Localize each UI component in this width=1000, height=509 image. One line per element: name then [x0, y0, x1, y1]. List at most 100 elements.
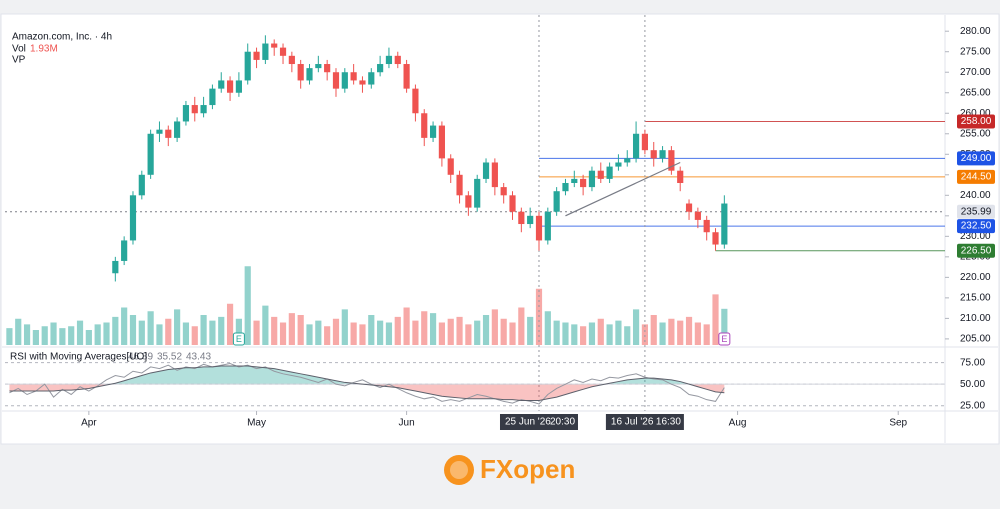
volume-bar [438, 322, 445, 345]
volume-bar [23, 324, 31, 345]
candle-body [694, 211, 701, 220]
chart-panel [0, 13, 1000, 445]
candle-body [500, 187, 507, 196]
volume-bar [421, 311, 428, 345]
rsi-legend-value: 46.39 [128, 352, 153, 363]
volume-bar [244, 266, 251, 345]
candle-body [235, 80, 242, 93]
volume-bar [350, 322, 357, 345]
volume-bar [394, 316, 401, 345]
price-tag [957, 204, 995, 219]
volume-bar [456, 316, 463, 345]
volume-bar [615, 320, 622, 345]
vp-label: VP [12, 55, 26, 66]
candle-body [474, 178, 481, 208]
y-tick-label: 210.00 [960, 313, 991, 324]
trendline [565, 161, 681, 217]
candle-body [174, 121, 181, 138]
candle-body [200, 105, 207, 114]
candle-body [447, 158, 454, 175]
price-tag-label: 258.00 [961, 116, 992, 127]
candle-body [685, 203, 693, 212]
candle-body [721, 203, 728, 245]
x-tick-label: Aug [729, 418, 747, 429]
candle-body [641, 133, 648, 151]
candle-body [615, 162, 622, 167]
candle-body [306, 68, 313, 81]
candle-body [456, 174, 463, 196]
crosshair-tag [499, 414, 578, 430]
candle-body [624, 158, 631, 163]
rsi-legend-value: 35.52 [157, 352, 182, 363]
price-tag [957, 219, 995, 234]
volume-bar [332, 318, 340, 345]
candle-body [482, 162, 490, 179]
rsi-layer [5, 362, 945, 407]
candle-body [385, 55, 393, 65]
crosshair-tag [605, 414, 684, 430]
candle-body [650, 150, 657, 159]
candle-body [421, 113, 428, 138]
volume-bar [509, 322, 516, 345]
volume-bar [324, 326, 331, 345]
volume-bar [200, 315, 207, 345]
volume-bar [482, 315, 490, 345]
candle-body [315, 64, 322, 69]
rsi-legend-value: 43.43 [186, 352, 211, 363]
volume-bar [712, 294, 719, 345]
vol-value: 1.93M [30, 44, 58, 55]
candle-body [518, 211, 525, 225]
brand: FXopen [480, 454, 575, 484]
volume-bar [50, 322, 57, 345]
volume-bar [597, 318, 604, 345]
candle-body [332, 72, 340, 89]
volume-bar [279, 322, 287, 345]
x-tick-label: Sep [889, 418, 907, 429]
candle-body [606, 166, 613, 179]
volume-bar [606, 324, 613, 345]
candle-body [668, 150, 675, 171]
candle-body [438, 125, 445, 159]
volume-bar [341, 309, 348, 345]
volume-bar [465, 324, 472, 345]
candle-body [562, 183, 569, 192]
price-tag-label: 244.50 [961, 171, 992, 182]
volume-bar [59, 328, 66, 345]
volume-bar [429, 313, 437, 345]
candle-body [465, 195, 472, 208]
price-tag-label: 232.50 [961, 221, 992, 232]
volume-bar [641, 324, 648, 345]
rsi-tick-label: 75.00 [960, 357, 985, 368]
price-tag [957, 169, 995, 184]
volume-bar [6, 328, 13, 345]
y-tick-label: 230.00 [960, 231, 991, 242]
candle-body [703, 219, 710, 233]
volume-bar [518, 307, 525, 345]
candle-body [262, 43, 269, 60]
candle-body [129, 195, 137, 241]
volume-bar [315, 320, 322, 345]
rsi-tick-label: 25.00 [960, 400, 985, 411]
candle-body [297, 64, 304, 81]
volume-bar [288, 313, 295, 345]
price-tag-label: 249.00 [961, 153, 992, 164]
candle-body [288, 55, 295, 65]
rsi-line [9, 362, 725, 405]
volume-bar [650, 315, 657, 345]
x-tick-label: May [247, 418, 266, 429]
candle-body [377, 64, 384, 73]
volume-bar [129, 315, 137, 345]
rsi-tick-label: 50.00 [960, 379, 985, 390]
logo-icon [444, 455, 474, 485]
event-marker [232, 332, 245, 346]
candle-body [368, 72, 375, 85]
volume-bar [571, 324, 578, 345]
rsi-ma-fill-up [110, 366, 690, 385]
volume-bar [562, 322, 569, 345]
volume-bar [182, 322, 190, 345]
volume-bar [94, 324, 101, 345]
candle-body [597, 170, 604, 179]
volume-bar [76, 320, 84, 345]
